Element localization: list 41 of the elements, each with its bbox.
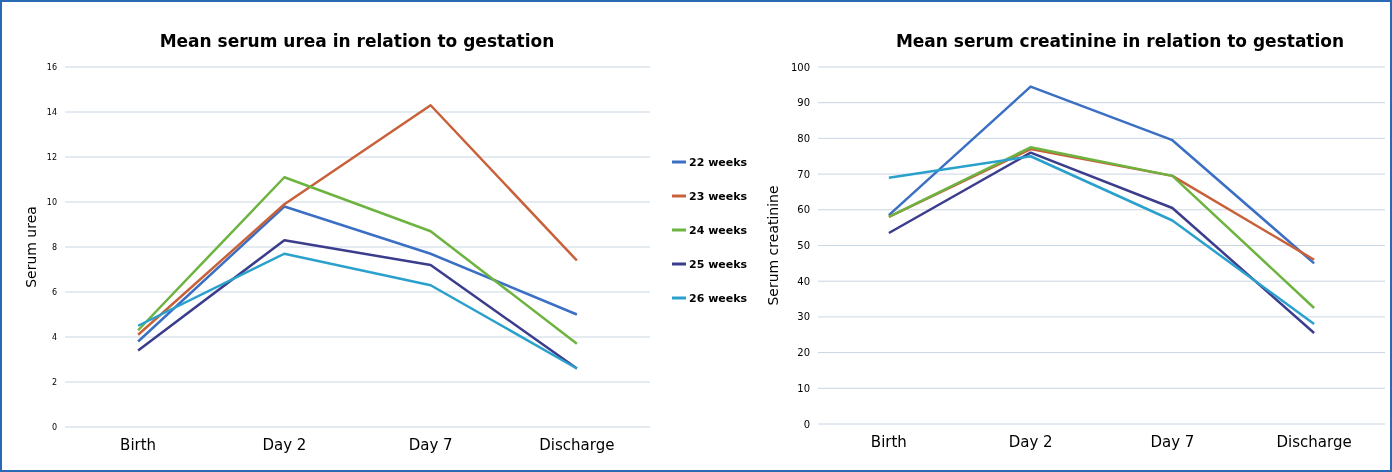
y-tick-label: 70 bbox=[797, 168, 810, 180]
y-tick-label: 8 bbox=[51, 242, 57, 252]
y-tick-label: 60 bbox=[797, 204, 810, 216]
y-tick-label: 10 bbox=[46, 197, 57, 207]
y-tick-label: 4 bbox=[51, 332, 57, 342]
x-tick-label: Day 2 bbox=[1008, 433, 1053, 451]
legend-label: 22 weeks bbox=[689, 155, 748, 169]
y-tick-label: 30 bbox=[797, 311, 810, 323]
legend-label: 24 weeks bbox=[689, 223, 748, 237]
y-tick-label: 14 bbox=[46, 107, 57, 117]
x-tick-label: Discharge bbox=[1276, 433, 1352, 451]
chart-title: Mean serum creatinine in relation to gestation bbox=[895, 31, 1345, 51]
x-tick-label: Discharge bbox=[539, 436, 615, 454]
y-axis-title: Serum creatinine bbox=[765, 185, 781, 306]
line-series bbox=[136, 176, 579, 345]
x-tick-label: Birth bbox=[120, 436, 157, 454]
x-tick-label: Day 7 bbox=[408, 436, 453, 454]
legend-label: 23 weeks bbox=[689, 189, 748, 203]
y-tick-label: 80 bbox=[797, 132, 810, 144]
y-tick-label: 20 bbox=[797, 347, 810, 359]
y-tick-label: 100 bbox=[790, 61, 810, 73]
x-tick-label: Day 7 bbox=[1150, 433, 1195, 451]
legend-label: 26 weeks bbox=[689, 291, 748, 305]
y-tick-label: 10 bbox=[797, 382, 810, 394]
line-series bbox=[136, 205, 579, 343]
legend-label: 25 weeks bbox=[689, 257, 748, 271]
chart-title: Mean serum urea in relation to gestation bbox=[159, 31, 555, 51]
line-series bbox=[887, 85, 1316, 265]
x-tick-label: Day 2 bbox=[262, 436, 307, 454]
y-tick-label: 50 bbox=[797, 240, 810, 251]
x-tick-label: Birth bbox=[870, 433, 907, 451]
line-series bbox=[136, 104, 579, 336]
y-tick-label: 2 bbox=[51, 377, 57, 387]
y-tick-label: 16 bbox=[46, 62, 57, 72]
y-tick-label: 40 bbox=[797, 275, 810, 287]
y-tick-label: 90 bbox=[797, 97, 810, 109]
y-axis-title: Serum urea bbox=[23, 206, 39, 288]
y-tick-label: 6 bbox=[51, 287, 57, 297]
y-tick-label: 0 bbox=[51, 422, 57, 432]
y-tick-label: 12 bbox=[46, 152, 57, 162]
y-tick-label: 0 bbox=[803, 418, 810, 430]
